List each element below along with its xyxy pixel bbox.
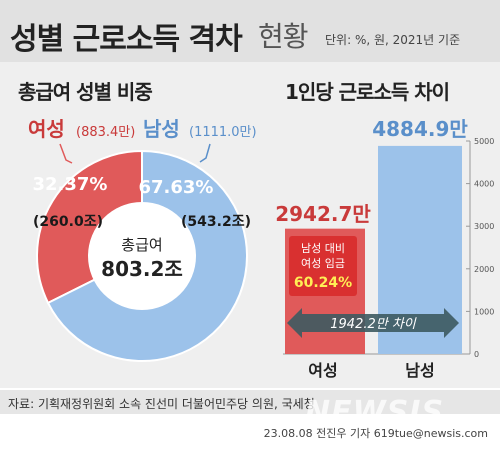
watermark-logo: NEWSIS xyxy=(305,395,445,430)
bar-value-male: 4884.9만 xyxy=(372,117,468,141)
pie-label-female-amount: (260.0조) xyxy=(33,214,103,230)
unit-note: 단위: %, 원, 2021년 기준 xyxy=(325,33,461,47)
source-band xyxy=(0,390,500,414)
difference-label: 1942.2만 차이 xyxy=(330,317,417,332)
x-tick-male: 남성 xyxy=(405,361,434,380)
y-tick-label: 4000 xyxy=(474,180,494,189)
pie-label-male-percent: 67.63% xyxy=(139,177,214,198)
pie-center-label: 총급여 xyxy=(121,236,162,254)
pie-title: 총급여 성별 비중 xyxy=(18,80,153,104)
pie-callout-female xyxy=(59,143,73,164)
bar-chart: 0 1000 2000 3000 4000 5000 2942.7만 4884.9만 남성… xyxy=(275,117,494,380)
ratio-line-2: 여성 임금 xyxy=(301,257,345,270)
legend-male-count: (1111.0만) xyxy=(189,125,257,140)
y-tick-label: 0 xyxy=(474,350,479,359)
page-title: 성별 근로소득 격차 xyxy=(10,22,243,57)
pie-center-hole xyxy=(88,202,196,310)
legend-female-name: 여성 xyxy=(28,117,65,141)
header-band xyxy=(0,0,500,62)
y-tick-label: 1000 xyxy=(474,307,494,316)
pie-label-female-percent: 32.37% xyxy=(33,174,108,195)
credit-text: 23.08.08 전진우 기자 619tue@newsis.com xyxy=(263,427,488,440)
x-tick-female: 여성 xyxy=(308,361,337,380)
bar-value-female: 2942.7만 xyxy=(275,202,371,226)
y-tick-label: 2000 xyxy=(474,265,494,274)
difference-arrow xyxy=(287,308,459,338)
ratio-box xyxy=(289,236,357,296)
bar-title: 1인당 근로소득 차이 xyxy=(285,80,450,104)
y-tick-label: 3000 xyxy=(474,222,494,231)
pie-label-male-amount: (543.2조) xyxy=(181,214,251,230)
pie-chart: 총급여 803.2조 32.37% (260.0조) 67.63% (543.2… xyxy=(28,117,257,362)
ratio-value: 60.24% xyxy=(294,275,352,291)
page-subtitle: 현황 xyxy=(258,20,309,53)
pie-callout-male xyxy=(199,143,211,163)
y-ticks: 0 1000 2000 3000 4000 5000 xyxy=(466,137,494,359)
source-text: 자료: 기획재정위원회 소속 진선미 더불어민주당 의원, 국세청 xyxy=(8,397,315,411)
y-tick-label: 5000 xyxy=(474,137,494,146)
pie-center-value: 803.2조 xyxy=(101,257,183,281)
ratio-line-1: 남성 대비 xyxy=(301,242,345,255)
legend-male-name: 남성 xyxy=(143,117,180,141)
legend-female-count: (883.4만) xyxy=(76,125,135,140)
